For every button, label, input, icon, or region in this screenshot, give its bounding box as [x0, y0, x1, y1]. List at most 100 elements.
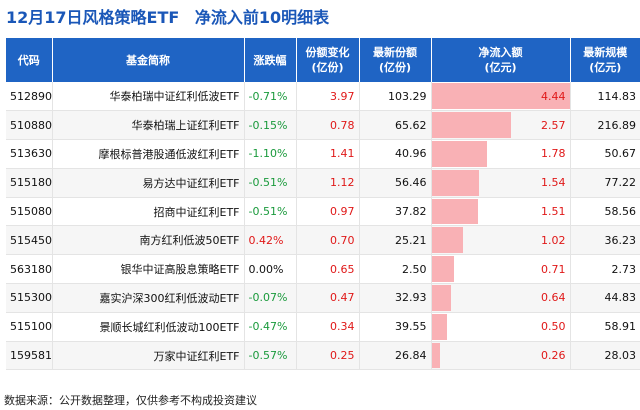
cell-code: 515180: [6, 168, 53, 198]
cell-code: 515450: [6, 225, 53, 256]
cell-shares: 2.50: [359, 254, 432, 285]
cell-inflow: 1.51: [431, 197, 571, 227]
header-inflow: 净流入额 (亿元): [431, 38, 571, 82]
inflow-value: 0.64: [541, 291, 566, 305]
table-row: 159581 万家中证红利ETF -0.57% 0.25 26.84 0.26 28.03: [6, 341, 640, 371]
cell-inflow: 1.02: [431, 225, 571, 256]
inflow-bar: [431, 198, 479, 225]
cell-name: 万家中证红利ETF: [52, 341, 245, 371]
cell-code: 512890: [6, 82, 53, 112]
table-body: 512890 华泰柏瑞中证红利低波ETF -0.71% 3.97 103.29 4.44 1…: [6, 82, 640, 371]
cell-change: -1.10%: [244, 139, 297, 169]
table-row: 515300 嘉实沪深300红利低波动ETF -0.07% 0.47 32.93 0.64…: [6, 283, 640, 313]
cell-code: 563180: [6, 254, 53, 285]
cell-scale: 28.03: [570, 341, 640, 371]
cell-inflow: 2.57: [431, 110, 571, 141]
page-title: 12月17日风格策略ETF 净流入前10明细表: [6, 4, 339, 32]
cell-scale: 50.67: [570, 139, 640, 169]
inflow-value: 1.78: [541, 147, 566, 161]
table-row: 513630 摩根标普港股通低波红利ETF -1.10% 1.41 40.96 1.78 5…: [6, 139, 640, 169]
cell-inflow: 0.26: [431, 341, 571, 371]
table-row: 563180 银华中证高股息策略ETF 0.00% 0.65 2.50 0.71 2.73: [6, 254, 640, 285]
inflow-bar: [431, 112, 512, 139]
cell-share-change: 0.34: [296, 312, 360, 342]
cell-inflow: 0.71: [431, 254, 571, 285]
table-row: 510880 华泰柏瑞上证红利ETF -0.15% 0.78 65.62 2.57 216.…: [6, 110, 640, 141]
inflow-bar: [431, 227, 464, 254]
cell-shares: 56.46: [359, 168, 432, 198]
cell-share-change: 3.97: [296, 82, 360, 112]
inflow-bar: [431, 342, 440, 369]
cell-name: 易方达中证红利ETF: [52, 168, 245, 198]
etf-inflow-table: 代码 基金简称 涨跌幅 份额变化 (亿份) 最新份额 (亿份) 净流入额 (亿元…: [6, 38, 640, 371]
cell-share-change: 1.12: [296, 168, 360, 198]
cell-share-change: 0.78: [296, 110, 360, 141]
cell-name: 摩根标普港股通低波红利ETF: [52, 139, 245, 169]
inflow-value: 1.54: [541, 176, 566, 190]
inflow-value: 0.71: [541, 262, 566, 276]
cell-code: 515080: [6, 197, 53, 227]
cell-shares: 103.29: [359, 82, 432, 112]
header-name: 基金简称: [52, 38, 245, 82]
header-shares: 最新份额 (亿份): [359, 38, 432, 82]
table-header-row: 代码 基金简称 涨跌幅 份额变化 (亿份) 最新份额 (亿份) 净流入额 (亿元…: [6, 38, 640, 82]
title-left: 12月17日风格策略ETF: [6, 8, 180, 27]
table-row: 515080 招商中证红利ETF -0.51% 0.97 37.82 1.51 58.56: [6, 197, 640, 227]
cell-code: 159581: [6, 341, 53, 371]
header-share-change: 份额变化 (亿份): [296, 38, 360, 82]
cell-share-change: 0.70: [296, 225, 360, 256]
cell-inflow: 0.64: [431, 283, 571, 313]
header-code: 代码: [6, 38, 53, 82]
table-row: 512890 华泰柏瑞中证红利低波ETF -0.71% 3.97 103.29 4.44 1…: [6, 82, 640, 112]
cell-inflow: 0.50: [431, 312, 571, 342]
cell-code: 515300: [6, 283, 53, 313]
cell-change: -0.47%: [244, 312, 297, 342]
cell-name: 景顺长城红利低波动100ETF: [52, 312, 245, 342]
cell-change: -0.71%: [244, 82, 297, 112]
cell-scale: 36.23: [570, 225, 640, 256]
cell-shares: 32.93: [359, 283, 432, 313]
cell-shares: 65.62: [359, 110, 432, 141]
cell-shares: 40.96: [359, 139, 432, 169]
cell-change: -0.15%: [244, 110, 297, 141]
header-change: 涨跌幅: [244, 38, 297, 82]
table-row: 515180 易方达中证红利ETF -0.51% 1.12 56.46 1.54 77.22: [6, 168, 640, 198]
cell-shares: 39.55: [359, 312, 432, 342]
cell-change: -0.51%: [244, 197, 297, 227]
cell-code: 513630: [6, 139, 53, 169]
cell-shares: 26.84: [359, 341, 432, 371]
cell-name: 华泰柏瑞上证红利ETF: [52, 110, 245, 141]
cell-share-change: 0.65: [296, 254, 360, 285]
cell-scale: 216.89: [570, 110, 640, 141]
inflow-bar: [431, 313, 448, 340]
cell-code: 510880: [6, 110, 53, 141]
cell-name: 嘉实沪深300红利低波动ETF: [52, 283, 245, 313]
cell-share-change: 0.25: [296, 341, 360, 371]
inflow-bar: [431, 256, 454, 283]
inflow-value: 1.51: [541, 205, 566, 219]
inflow-bar: [431, 141, 487, 167]
cell-inflow: 4.44: [431, 82, 571, 112]
title-right: 净流入前10明细表: [194, 8, 330, 27]
table-row: 515100 景顺长城红利低波动100ETF -0.47% 0.34 39.55 0.50…: [6, 312, 640, 342]
header-scale: 最新规模 (亿元): [570, 38, 640, 82]
cell-share-change: 0.97: [296, 197, 360, 227]
cell-name: 华泰柏瑞中证红利低波ETF: [52, 82, 245, 112]
inflow-value: 2.57: [541, 118, 566, 132]
cell-scale: 58.91: [570, 312, 640, 342]
cell-code: 515100: [6, 312, 53, 342]
cell-change: -0.07%: [244, 283, 297, 313]
cell-inflow: 1.78: [431, 139, 571, 169]
inflow-value: 0.50: [541, 320, 566, 334]
cell-shares: 37.82: [359, 197, 432, 227]
cell-inflow: 1.54: [431, 168, 571, 198]
cell-share-change: 1.41: [296, 139, 360, 169]
cell-scale: 77.22: [570, 168, 640, 198]
cell-change: -0.57%: [244, 341, 297, 371]
cell-change: 0.00%: [244, 254, 297, 285]
inflow-bar: [431, 169, 480, 196]
inflow-value: 4.44: [541, 89, 566, 103]
cell-scale: 44.83: [570, 283, 640, 313]
cell-change: -0.51%: [244, 168, 297, 198]
cell-name: 招商中证红利ETF: [52, 197, 245, 227]
